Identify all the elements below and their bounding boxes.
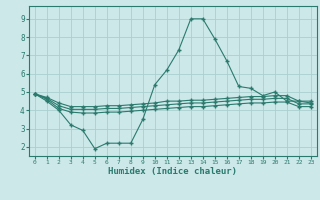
X-axis label: Humidex (Indice chaleur): Humidex (Indice chaleur) [108, 167, 237, 176]
